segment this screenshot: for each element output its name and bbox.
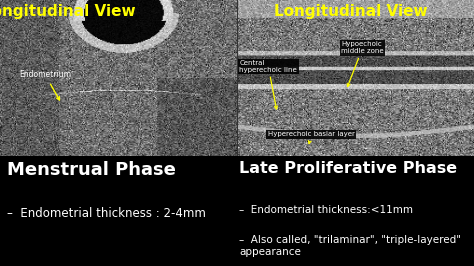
Text: Menstrual Phase: Menstrual Phase [7,161,176,179]
Text: –  Endometrial thickness:<11mm: – Endometrial thickness:<11mm [239,205,413,215]
Text: Endometrium: Endometrium [19,70,71,100]
Text: –  Endometrial thickness : 2-4mm: – Endometrial thickness : 2-4mm [7,207,206,221]
Text: Longitudinal View: Longitudinal View [274,4,428,19]
Text: Late Proliferative Phase: Late Proliferative Phase [239,161,457,176]
Text: Hyperechoic baslar layer: Hyperechoic baslar layer [268,131,355,144]
Text: Longitudinal View: Longitudinal View [0,4,136,19]
Text: Hypoechoic
middle zone: Hypoechoic middle zone [341,41,384,86]
Text: –  Also called, "trilaminar", "triple-layered"
appearance: – Also called, "trilaminar", "triple-lay… [239,235,461,257]
Bar [0,156,474,266]
Text: Central
hyperechoic line: Central hyperechoic line [239,60,297,109]
